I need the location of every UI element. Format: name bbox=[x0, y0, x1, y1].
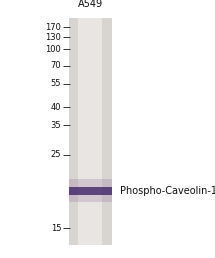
Text: 100: 100 bbox=[46, 45, 61, 53]
Bar bbox=[69, 179, 112, 203]
Text: 70: 70 bbox=[51, 61, 61, 70]
Text: A549: A549 bbox=[78, 0, 103, 9]
Text: 40: 40 bbox=[51, 103, 61, 111]
Text: 130: 130 bbox=[45, 33, 61, 42]
Text: 55: 55 bbox=[51, 79, 61, 88]
Text: 15: 15 bbox=[51, 224, 61, 233]
Bar bbox=[69, 187, 112, 195]
Bar bbox=[78, 18, 102, 245]
Text: 25: 25 bbox=[51, 150, 61, 159]
Bar bbox=[69, 18, 112, 245]
Text: 35: 35 bbox=[51, 121, 61, 130]
Text: 170: 170 bbox=[45, 23, 61, 31]
Text: Phospho-Caveolin-1 (Y14): Phospho-Caveolin-1 (Y14) bbox=[120, 186, 215, 196]
